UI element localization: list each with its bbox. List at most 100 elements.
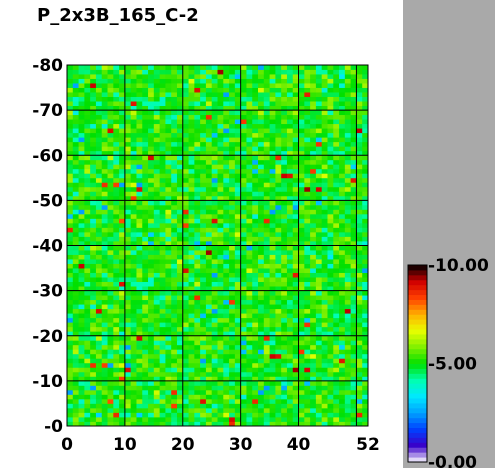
heatmap-cell bbox=[344, 308, 352, 314]
heatmap-cell bbox=[286, 326, 294, 332]
heatmap-cell bbox=[101, 177, 108, 183]
heatmap-cell bbox=[362, 173, 369, 179]
heatmap-cell bbox=[130, 146, 137, 152]
heatmap-cell bbox=[188, 340, 195, 346]
heatmap-cell bbox=[269, 119, 276, 125]
heatmap-cell bbox=[304, 380, 311, 386]
heatmap-cell bbox=[327, 367, 334, 373]
heatmap-cell bbox=[327, 313, 334, 319]
heatmap-cell bbox=[333, 195, 340, 201]
heatmap-cell bbox=[298, 317, 305, 323]
heatmap-cell bbox=[101, 155, 108, 161]
heatmap-cell bbox=[176, 222, 184, 228]
heatmap-cell bbox=[142, 380, 149, 386]
heatmap-cell bbox=[275, 200, 282, 206]
heatmap-cell bbox=[234, 213, 242, 219]
heatmap-cell bbox=[72, 159, 79, 165]
heatmap-cell bbox=[67, 96, 74, 102]
heatmap-cell bbox=[130, 105, 137, 111]
heatmap-cell bbox=[298, 385, 305, 391]
heatmap-cell bbox=[101, 191, 108, 197]
heatmap-cell bbox=[124, 65, 132, 70]
heatmap-cell bbox=[142, 240, 149, 246]
heatmap-cell bbox=[321, 277, 328, 282]
heatmap-cell bbox=[176, 281, 184, 287]
heatmap-cell bbox=[344, 398, 352, 404]
heatmap-cell bbox=[90, 394, 97, 400]
heatmap-cell bbox=[339, 286, 346, 292]
heatmap-cell bbox=[229, 128, 236, 134]
heatmap-cell bbox=[205, 250, 213, 255]
heatmap-cell bbox=[142, 164, 149, 170]
heatmap-cell bbox=[211, 78, 218, 84]
heatmap-cell bbox=[350, 213, 357, 219]
heatmap-cell bbox=[153, 340, 161, 346]
colorbar-segment bbox=[408, 274, 427, 281]
colorbar-segment bbox=[408, 294, 427, 300]
heatmap-cell bbox=[194, 421, 201, 427]
heatmap-cell bbox=[107, 385, 114, 391]
heatmap-cell bbox=[275, 376, 282, 382]
heatmap-cell bbox=[67, 421, 74, 427]
y-tick-label: -60 bbox=[32, 146, 63, 166]
heatmap-cell bbox=[298, 403, 305, 409]
heatmap-cell bbox=[194, 191, 201, 197]
heatmap-cell bbox=[252, 254, 259, 260]
heatmap-cell bbox=[344, 150, 352, 156]
heatmap-cell bbox=[194, 304, 201, 310]
heatmap-cell bbox=[130, 367, 137, 373]
heatmap-cell bbox=[292, 421, 299, 427]
heatmap-cell bbox=[292, 141, 299, 147]
heatmap-cell bbox=[298, 412, 305, 418]
heatmap-cell bbox=[194, 177, 201, 183]
heatmap-cell bbox=[229, 250, 236, 255]
heatmap-cell bbox=[153, 105, 161, 111]
heatmap-cell bbox=[200, 290, 207, 296]
heatmap-cell bbox=[159, 326, 166, 332]
heatmap-cell bbox=[258, 272, 265, 278]
heatmap-cell bbox=[176, 304, 184, 310]
heatmap-cell bbox=[130, 114, 137, 120]
heatmap-cell bbox=[95, 96, 103, 102]
heatmap-cell bbox=[263, 367, 270, 373]
heatmap-cell bbox=[182, 110, 189, 116]
heatmap-cell bbox=[286, 150, 294, 156]
heatmap-cell bbox=[142, 110, 149, 116]
heatmap-cell bbox=[182, 353, 189, 359]
heatmap-cell bbox=[119, 83, 126, 88]
heatmap-cell bbox=[101, 281, 108, 287]
heatmap-cell bbox=[356, 65, 363, 70]
heatmap-cell bbox=[67, 389, 74, 395]
heatmap-cell bbox=[281, 398, 288, 404]
heatmap-cell bbox=[78, 173, 85, 179]
heatmap-cell bbox=[310, 380, 317, 386]
heatmap-cell bbox=[194, 155, 201, 161]
heatmap-cell bbox=[304, 371, 311, 377]
heatmap-cell bbox=[176, 385, 184, 391]
heatmap-cell bbox=[171, 182, 178, 188]
heatmap-cell bbox=[101, 164, 108, 170]
heatmap-cell bbox=[67, 326, 74, 332]
heatmap-cell bbox=[142, 155, 149, 161]
heatmap-cell bbox=[107, 65, 114, 70]
heatmap-cell bbox=[339, 105, 346, 111]
heatmap-cell bbox=[78, 389, 85, 395]
heatmap-cell bbox=[119, 344, 126, 350]
heatmap-cell bbox=[67, 101, 74, 107]
heatmap-cell bbox=[90, 335, 97, 341]
heatmap-cell bbox=[356, 290, 363, 296]
heatmap-cell bbox=[124, 353, 132, 359]
heatmap-cell bbox=[78, 259, 85, 264]
heatmap-cell bbox=[211, 380, 218, 386]
heatmap-cell bbox=[217, 119, 224, 125]
heatmap-cell bbox=[258, 380, 265, 386]
heatmap-cell bbox=[298, 263, 305, 269]
heatmap-cell bbox=[142, 123, 149, 129]
heatmap-cell bbox=[182, 182, 189, 188]
heatmap-cell bbox=[298, 137, 305, 143]
heatmap-cell bbox=[246, 331, 253, 337]
heatmap-cell bbox=[223, 421, 230, 427]
heatmap-cell bbox=[246, 101, 253, 107]
heatmap-cell bbox=[119, 128, 126, 134]
heatmap-cell bbox=[292, 308, 299, 314]
